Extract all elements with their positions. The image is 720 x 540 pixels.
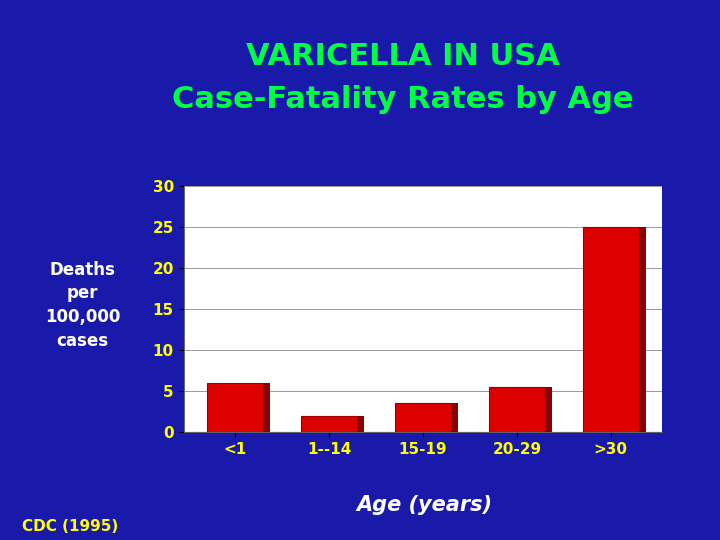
Text: Deaths
per
100,000
cases: Deaths per 100,000 cases	[45, 261, 120, 349]
Bar	[357, 416, 364, 432]
Bar	[301, 416, 357, 432]
Bar	[207, 383, 264, 432]
Bar	[489, 387, 545, 432]
Bar	[545, 387, 552, 432]
Text: CDC (1995): CDC (1995)	[22, 519, 118, 534]
Bar	[451, 403, 458, 432]
Bar	[582, 227, 639, 432]
Text: Age (years): Age (years)	[357, 495, 492, 515]
Text: Case-Fatality Rates by Age: Case-Fatality Rates by Age	[173, 85, 634, 114]
Bar	[184, 432, 662, 435]
Bar	[639, 227, 646, 432]
Bar	[395, 403, 451, 432]
Bar	[264, 383, 270, 432]
Text: VARICELLA IN USA: VARICELLA IN USA	[246, 42, 560, 71]
